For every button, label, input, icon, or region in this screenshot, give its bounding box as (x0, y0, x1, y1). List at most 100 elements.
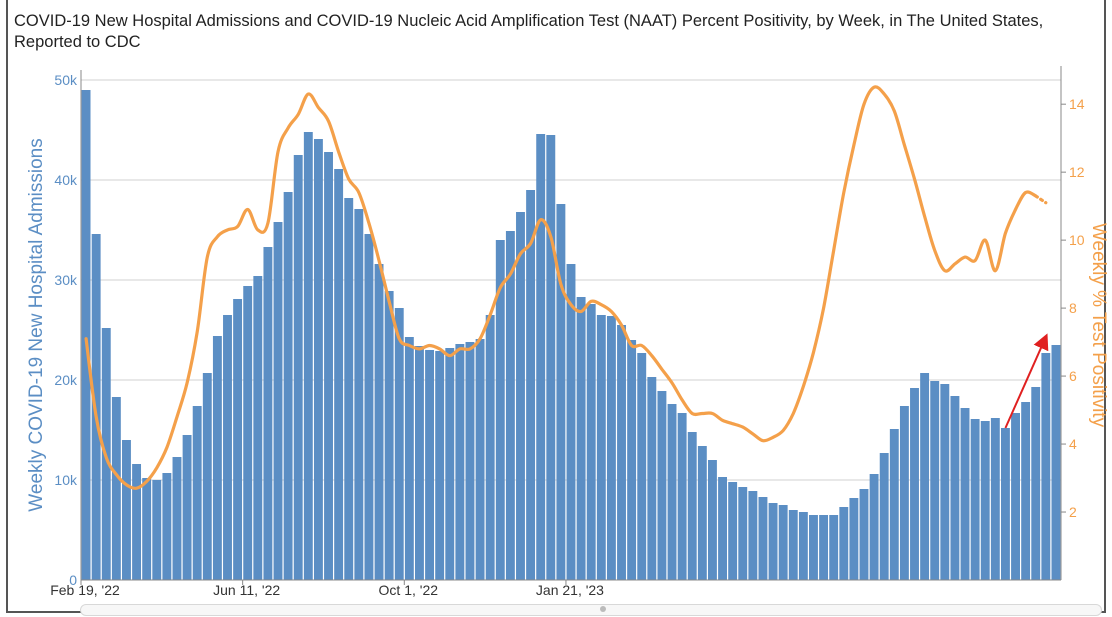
bar (879, 453, 889, 580)
bar (950, 396, 960, 580)
x-tick-label: Oct 1, '22 (379, 582, 439, 598)
bar (505, 231, 515, 580)
bar (960, 408, 970, 580)
y-axis-label: Weekly COVID-19 New Hospital Admissions (26, 138, 47, 511)
bar (940, 384, 950, 580)
bar (253, 276, 263, 580)
bar (122, 440, 131, 580)
bar (637, 353, 647, 580)
bar (475, 339, 485, 580)
bar (990, 418, 1000, 580)
bar (445, 348, 455, 580)
chart-title: COVID-19 New Hospital Admissions and COV… (14, 12, 1044, 51)
bar-series (81, 90, 1061, 580)
positivity-line-provisional (1034, 194, 1048, 205)
y-tick-label: 0 (69, 572, 77, 588)
bar (394, 308, 404, 580)
axes: 0 10k 20k 30k 40k 50k 2 4 6 8 10 12 14 Feb 19, '22 Jun… (50, 66, 1085, 598)
bar (293, 155, 303, 580)
bar (970, 419, 980, 580)
bar (374, 264, 384, 580)
bar (465, 342, 475, 580)
bar (526, 190, 536, 580)
bar (263, 247, 273, 580)
y2-tick-label: 10 (1069, 232, 1085, 248)
bar (910, 388, 919, 580)
y2-tick-label: 2 (1069, 504, 1077, 520)
bar (798, 512, 808, 580)
bar (192, 406, 202, 580)
bar (516, 212, 525, 580)
bar (738, 487, 748, 580)
bar (697, 446, 707, 580)
x-tick-label: Feb 19, '22 (50, 582, 120, 598)
bar (384, 291, 394, 580)
bar (344, 198, 354, 580)
bar (303, 132, 313, 580)
chart-scrollbar-handle[interactable] (600, 606, 606, 612)
bar (819, 515, 829, 580)
bar (657, 391, 667, 580)
bar (404, 337, 414, 580)
bar (980, 421, 990, 580)
bar (415, 346, 424, 580)
bar (1051, 345, 1061, 580)
bar (1041, 353, 1051, 580)
chart-scrollbar[interactable] (80, 604, 1102, 616)
y2-tick-label: 8 (1069, 300, 1077, 316)
y2-axis-label: Weekly % Test Positivity (1088, 223, 1109, 428)
bar (334, 169, 344, 580)
bar (889, 429, 899, 580)
bar (728, 482, 738, 580)
x-tick-label: Jan 21, '23 (536, 582, 604, 598)
y2-tick-label: 14 (1069, 96, 1085, 112)
bar (768, 503, 778, 580)
bar (455, 344, 465, 580)
bar (182, 435, 192, 580)
bar (313, 139, 323, 580)
bar (425, 350, 435, 580)
bar (809, 515, 818, 580)
y2-tick-label: 6 (1069, 368, 1077, 384)
bar (1021, 402, 1031, 580)
bar (899, 406, 909, 580)
bar (920, 373, 930, 580)
x-tick-label: Jun 11, '22 (213, 582, 280, 598)
bar (1031, 387, 1041, 580)
y-tick-label: 50k (54, 72, 78, 88)
bar (142, 478, 152, 580)
bar (81, 90, 91, 580)
bar (111, 397, 121, 580)
y-tick-label: 40k (54, 172, 78, 188)
bar (283, 192, 293, 580)
bar (223, 315, 232, 580)
bar (687, 432, 697, 580)
bar (647, 377, 657, 580)
bar (839, 507, 849, 580)
bar (566, 264, 576, 580)
bar (667, 404, 677, 580)
bar (1011, 413, 1020, 580)
y-tick-label: 20k (54, 372, 78, 388)
bar (718, 477, 727, 580)
bar (243, 286, 253, 580)
bar (859, 489, 869, 580)
bar (930, 381, 940, 580)
bar (485, 315, 495, 580)
bar (233, 299, 243, 580)
bar (586, 304, 596, 580)
bar (788, 510, 798, 580)
bar (707, 460, 717, 580)
y2-tick-label: 12 (1069, 164, 1085, 180)
bar (849, 498, 859, 580)
bar (364, 234, 374, 580)
bar (829, 515, 839, 580)
trend-arrow-annotation (1004, 333, 1049, 429)
y2-tick-label: 4 (1069, 436, 1077, 452)
bar (212, 336, 222, 580)
positivity-line (84, 85, 1038, 490)
bar (536, 134, 546, 580)
bar (617, 325, 626, 580)
bar (1000, 428, 1010, 580)
